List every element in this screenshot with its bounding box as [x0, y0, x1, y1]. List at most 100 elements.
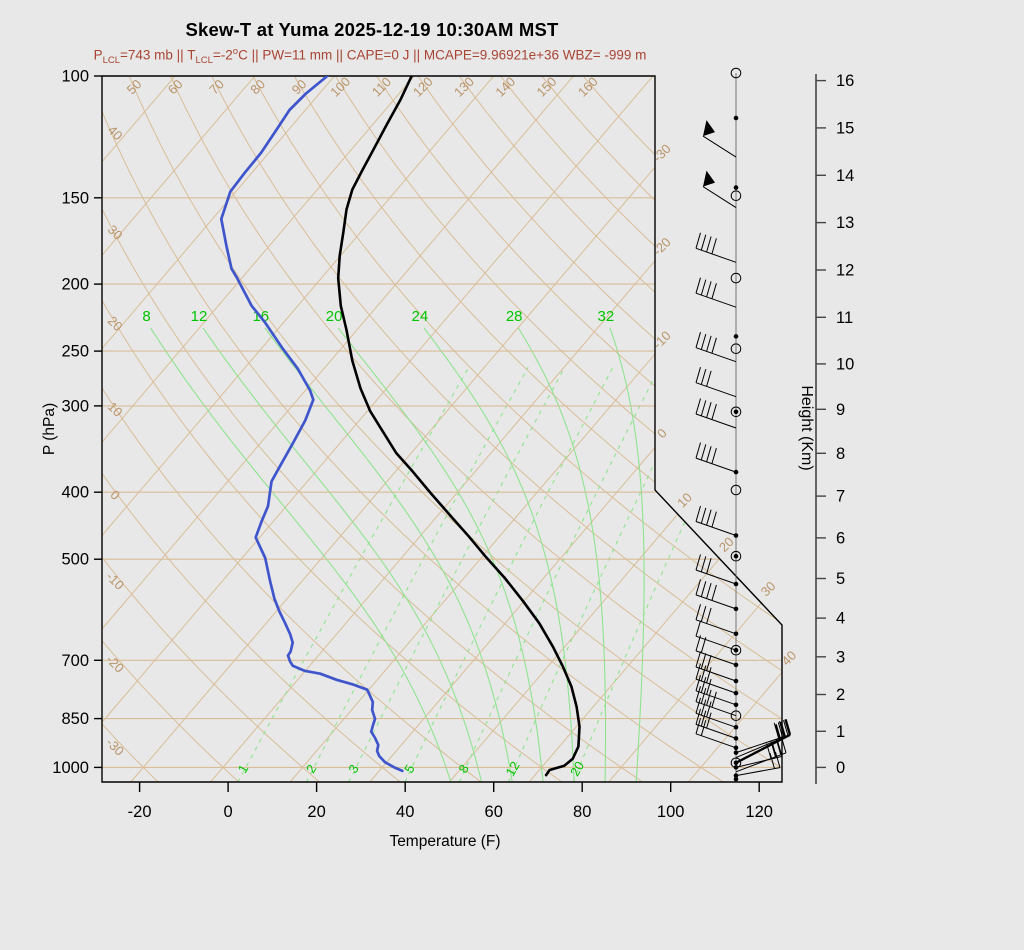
dry-adiabat-left-label: 20 — [105, 313, 126, 334]
wind-barb-staff — [695, 678, 737, 694]
wind-barb-staff — [695, 690, 737, 706]
pressure-axis-tick-label: 500 — [61, 551, 89, 569]
wind-barb-tick — [695, 718, 701, 734]
wind-barb-tick — [700, 333, 707, 350]
wind-barb-tick — [771, 742, 778, 758]
wind-barb-tick — [700, 234, 707, 251]
pressure-axis-tick-label: 300 — [61, 397, 89, 415]
wind-barb-staff — [735, 767, 781, 777]
isotherm-line — [688, 76, 782, 782]
wind-barb-tick — [700, 400, 707, 417]
isotherm-line — [449, 76, 782, 782]
wind-barb-staff — [735, 752, 787, 773]
isotherm-line — [608, 76, 782, 782]
wind-barb-tick — [770, 741, 776, 757]
dry-adiabat-top-label: 140 — [492, 74, 518, 100]
wind-barb-tick — [784, 718, 792, 736]
wind-level-dot — [733, 725, 739, 730]
moist-adiabat-line — [264, 327, 513, 782]
wind-barb-staff — [695, 723, 737, 739]
wind-barb-tick — [711, 584, 717, 601]
wind-level-dot — [733, 750, 739, 755]
dry-adiabat-top-label: 50 — [124, 76, 145, 97]
pressure-axis-tick-label: 1000 — [52, 759, 89, 777]
isotherm-line — [289, 76, 782, 782]
mixing-ratio-label: 20 — [567, 759, 587, 779]
dry-adiabat-line — [102, 76, 724, 782]
height-axis-tick-label: 15 — [836, 119, 854, 137]
wind-level-dot — [733, 533, 739, 538]
dry-adiabat-top-label: 80 — [247, 76, 268, 97]
wind-level-dot — [733, 773, 739, 778]
wind-barb-tick — [695, 442, 701, 459]
dry-adiabat-line — [500, 76, 782, 782]
wind-barb-staff — [695, 347, 737, 363]
wind-barb-staff — [695, 457, 737, 473]
pressure-axis-tick-label: 250 — [61, 343, 89, 361]
moist-adiabat-label: 28 — [506, 308, 523, 325]
wind-barb-tick — [777, 740, 783, 757]
isotherm-line — [102, 76, 337, 782]
wind-barb-tick — [700, 581, 707, 597]
x-axis-tick-label: 100 — [657, 803, 685, 821]
moist-adiabat-line — [517, 327, 607, 782]
wind-level-circle — [730, 710, 742, 722]
wind-barb-flag — [703, 120, 715, 137]
wind-barb-tick — [775, 739, 782, 755]
wind-barb-tick — [706, 701, 712, 718]
dry-adiabat-line — [102, 76, 240, 782]
dry-adiabat-line — [252, 76, 782, 782]
dry-adiabat-left-label: 0 — [107, 487, 123, 503]
height-axis-tick-label: 4 — [836, 610, 845, 628]
wind-barb-tick — [700, 687, 707, 704]
height-axis-tick-label: 6 — [836, 529, 845, 547]
pressure-axis-tick-label: 850 — [61, 710, 89, 728]
height-axis-tick-label: 5 — [836, 570, 845, 588]
mixing-ratio-label: 1 — [235, 762, 252, 776]
height-axis-tick-label: 10 — [836, 355, 854, 373]
mixing-ratio-line — [237, 366, 470, 782]
wind-barb-tick — [695, 620, 701, 637]
x-axis-tick-label: 20 — [307, 803, 325, 821]
mixing-ratio-line — [458, 366, 661, 782]
plot-border — [101, 75, 783, 783]
wind-barb-tick — [700, 677, 707, 693]
subtitle-fragment: C || PW=11 mm || CAPE=0 J || MCAPE=9.969… — [238, 47, 647, 63]
chart-title: Skew-T at Yuma 2025-12-19 10:30AM MST — [185, 19, 559, 40]
mixing-ratio-label: 5 — [401, 762, 418, 776]
isotherm-line — [528, 76, 782, 782]
height-axis-tick-label: 12 — [836, 262, 854, 280]
wind-barb-column — [695, 67, 792, 782]
dry-adiabat-top-label: 100 — [327, 74, 353, 100]
dry-adiabat-top-label: 70 — [206, 76, 227, 97]
wind-barb-tick — [706, 446, 712, 462]
isotherm-line — [102, 76, 416, 782]
isotherm-edge-label: -20 — [650, 234, 674, 258]
wind-level-dot — [733, 334, 739, 339]
isotherm-line — [102, 76, 576, 782]
wind-barb-tick — [711, 691, 717, 708]
wind-level-circle — [730, 550, 742, 562]
moist-adiabat-line — [337, 327, 544, 782]
wind-barb-tick — [711, 283, 717, 299]
wind-level-dot — [733, 736, 739, 741]
wind-barb-tick — [706, 582, 712, 599]
wind-level-circle — [730, 190, 742, 201]
subtitle-fragment: LCL — [102, 55, 121, 67]
subtitle-fragment: =743 mb || T — [120, 47, 196, 63]
dry-adiabat-line — [335, 76, 782, 782]
x-axis-tick-label: 120 — [745, 803, 773, 821]
dry-adiabat-line — [102, 76, 643, 782]
wind-barb-staff — [735, 755, 783, 768]
isotherm-line — [369, 76, 782, 782]
mixing-ratio-line — [507, 366, 702, 782]
wind-level-circle — [730, 406, 742, 418]
wind-barb-tick — [706, 667, 712, 683]
height-axis-tick-label: 1 — [836, 723, 845, 741]
isotherm-edge-label: 0 — [654, 425, 670, 441]
dry-adiabat-top-label: 160 — [575, 74, 601, 100]
isotherm-line — [102, 76, 177, 782]
wind-barb-staff — [695, 650, 737, 666]
